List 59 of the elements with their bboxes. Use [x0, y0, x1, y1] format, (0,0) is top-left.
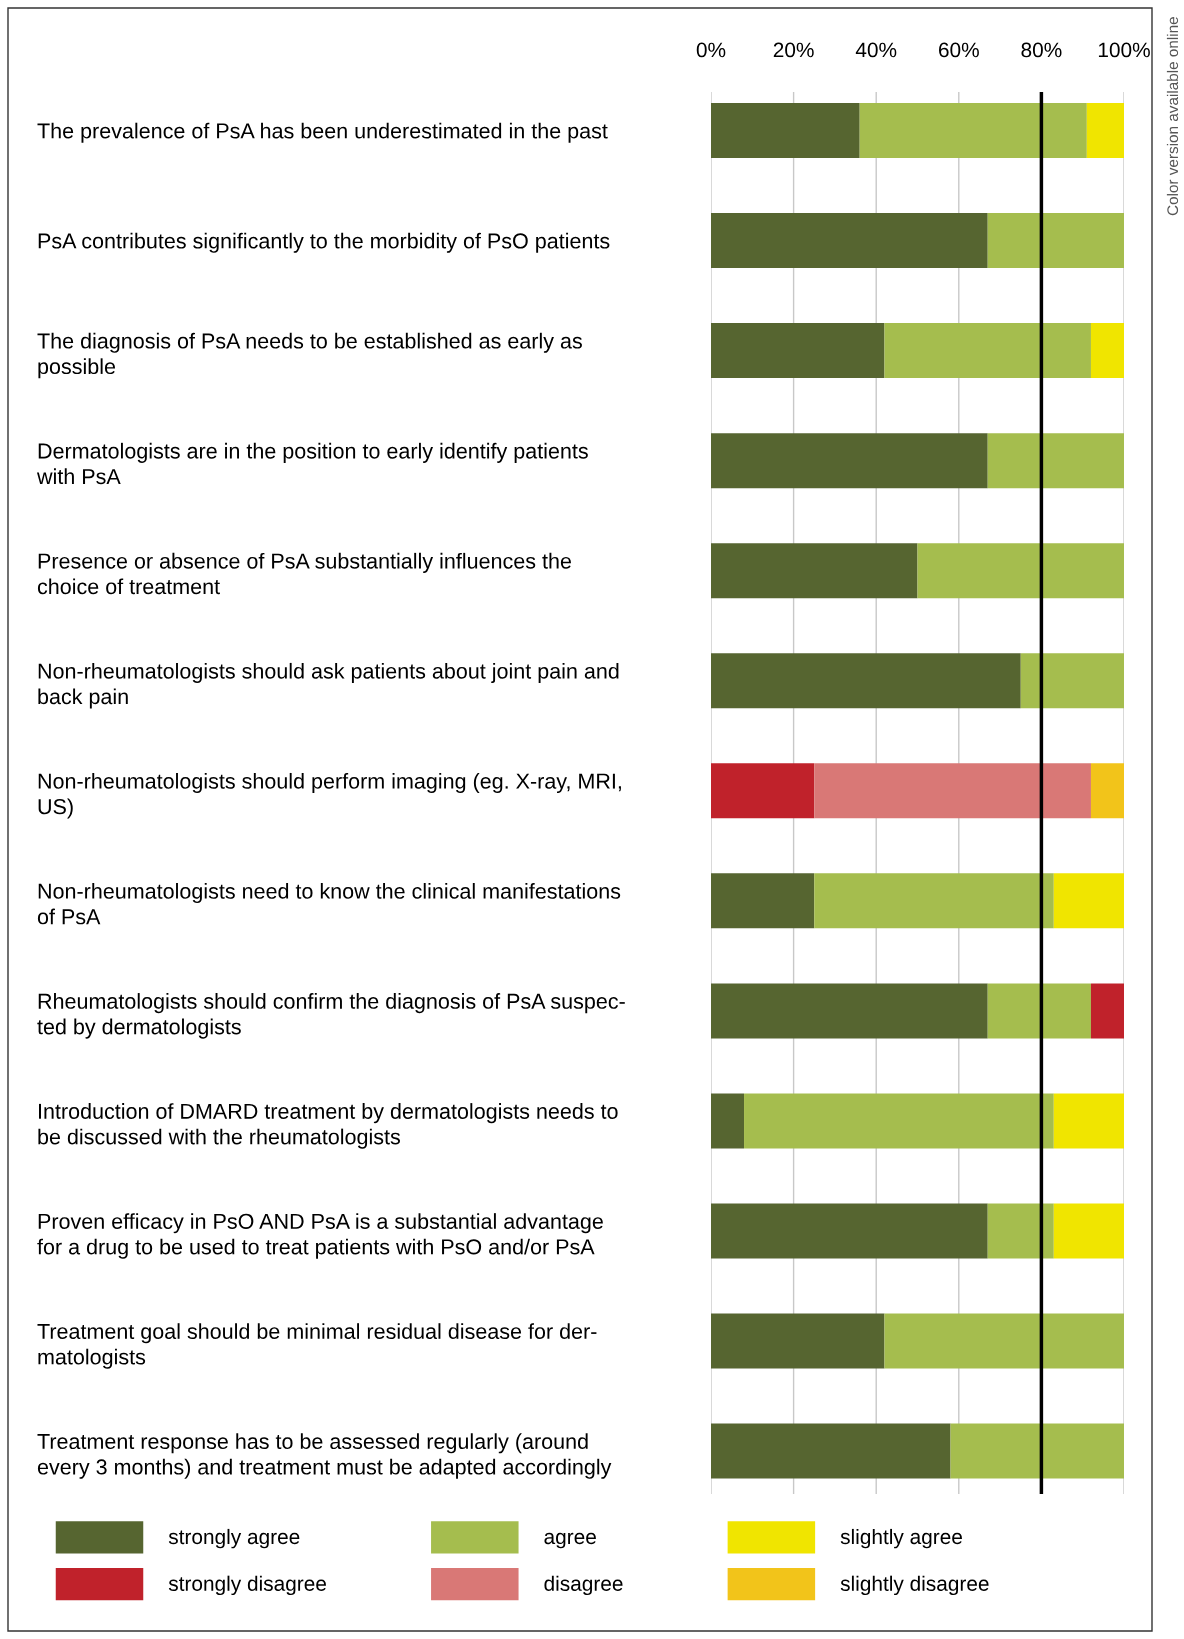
x-tick-label: 20% — [773, 42, 814, 58]
bar — [711, 433, 988, 489]
x-tick-label: 0% — [696, 42, 726, 58]
bar — [950, 1423, 1124, 1479]
bar — [1053, 873, 1124, 929]
bar — [711, 1093, 745, 1149]
legend-label: slightly agree — [840, 1528, 962, 1549]
legend-label: strongly disagree — [168, 1575, 326, 1596]
legend-label: slightly disagree — [840, 1575, 989, 1596]
legend-label: disagree — [544, 1575, 623, 1596]
bar — [884, 1313, 1124, 1369]
bar — [711, 763, 815, 819]
bar — [1053, 1203, 1124, 1259]
bar — [814, 763, 1091, 819]
bar — [711, 543, 918, 599]
y-tick-label: Non-rheumatologists need to know the clinical manifestations of PsA — [37, 883, 621, 925]
bar — [987, 983, 1091, 1039]
bar — [711, 873, 815, 929]
y-tick-label: Proven efficacy in PsO AND PsA is a substantial advantage for a drug to be used to treat patients with PsO and/or PsA — [37, 1213, 603, 1259]
x-tick-label: 100% — [1098, 42, 1150, 58]
y-tick-label: Introduction of DMARD treatment by dermatologists needs to be discussed with the rheumatologists — [38, 1103, 618, 1149]
y-tick-label: Presence or absence of PsA substantially influences the choice of treatment — [37, 552, 571, 595]
y-tick-label: The diagnosis of PsA needs to be established as early as possible — [37, 332, 582, 379]
bar — [711, 213, 988, 269]
bar — [814, 873, 1054, 929]
y-tick-label: Dermatologists are in the position to early identify patients with PsA — [36, 442, 588, 485]
bar — [987, 1203, 1054, 1259]
bar — [1086, 103, 1124, 159]
y-tick-label: The prevalence of PsA has been underestimated in the past — [37, 122, 608, 143]
bar — [711, 653, 1021, 709]
bar — [859, 103, 1087, 159]
bar — [1020, 653, 1124, 709]
y-tick-label: PsA contributes significantly to the morbidity of PsO patients — [38, 232, 610, 253]
y-tick-label: Treatment response has to be assessed regularly (around every 3 months) and treatment must be adapted accordingly — [37, 1433, 612, 1479]
y-tick-label: Non-rheumatologists should perform imaging (eg. X-ray, MRI, US) — [38, 772, 621, 819]
bar — [711, 103, 860, 159]
bar — [987, 213, 1124, 269]
bar — [711, 983, 988, 1039]
x-tick-label: 80% — [1021, 42, 1062, 58]
legend-label: strongly agree — [168, 1528, 300, 1549]
y-tick-label: Treatment goal should be minimal residual disease for der- matologists — [37, 1323, 597, 1369]
bar — [884, 323, 1091, 379]
bar — [711, 1423, 951, 1479]
bar — [1090, 763, 1124, 819]
text: Color version available online — [1166, 17, 1179, 216]
y-tick-label: Rheumatologists should confirm the diagnosis of PsA suspec- ted by dermatologists — [37, 993, 625, 1039]
bar — [711, 1203, 988, 1259]
bar — [1053, 1093, 1124, 1149]
x-tick-label: 60% — [939, 42, 979, 58]
bar — [744, 1093, 1054, 1149]
bar — [917, 543, 1124, 599]
x-tick-label: 40% — [855, 42, 897, 58]
legend-label: agree — [544, 1532, 596, 1549]
y-tick-label: Non-rheumatologists should ask patients about joint pain and back pain — [38, 662, 619, 709]
bar — [987, 433, 1124, 489]
bar — [1090, 983, 1124, 1039]
bar — [711, 323, 885, 379]
bar — [711, 1313, 885, 1369]
bar — [1090, 323, 1124, 379]
